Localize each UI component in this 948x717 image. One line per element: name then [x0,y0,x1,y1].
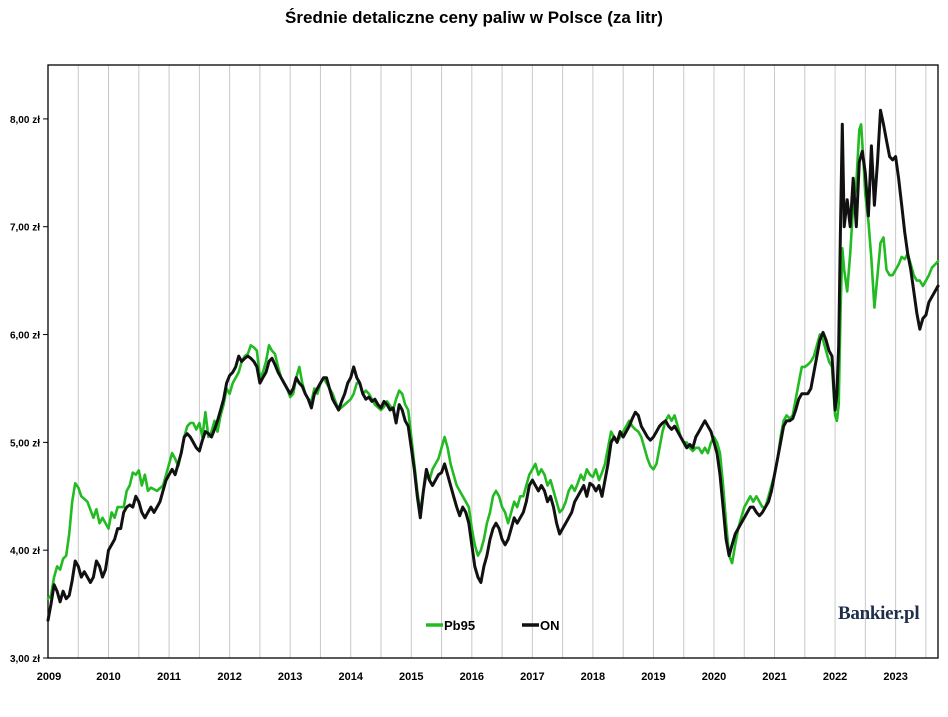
x-tick-label: 2014 [338,671,363,683]
y-tick-label: 3,00 zł [10,654,40,665]
x-tick-label: 2017 [520,671,544,683]
x-tick-label: 2019 [641,671,665,683]
series-line-on [46,108,940,622]
x-tick-label: 2016 [460,671,484,683]
x-tick-label: 2013 [278,671,302,683]
x-tick-labels: 2009 2010 2011 2012 2013 2014 2015 2016 2017 2018… [37,671,908,683]
legend: Pb95 ON [426,618,560,633]
legend-label-pb95: Pb95 [444,618,475,633]
y-tick-labels: 3,00 zł 4,00 zł 5,00 zł 6,00 zł 7,00 zł 8,00 … [10,115,48,665]
x-tick-label: 2021 [762,671,786,683]
chart-title: Średnie detaliczne ceny paliw w Polsce (… [285,8,663,27]
x-tick-label: 2020 [702,671,726,683]
x-tick-label: 2015 [399,671,423,683]
bankier-logo: Bankier.pl [838,603,920,624]
x-tick-label: 2022 [823,671,847,683]
x-tick-label: 2011 [157,671,181,683]
y-tick-label: 8,00 zł [10,115,40,126]
x-tick-label: 2009 [37,671,61,683]
x-tick-label: 2010 [96,671,120,683]
y-tick-label: 5,00 zł [10,438,40,449]
x-tick-label: 2012 [217,671,241,683]
y-tick-label: 6,00 zł [10,331,40,342]
gridlines [77,65,927,658]
x-tick-label: 2023 [883,671,907,683]
y-tick-label: 7,00 zł [10,223,40,234]
legend-label-on: ON [540,618,560,633]
x-tick-label: 2018 [581,671,605,683]
plot-frame [47,64,939,659]
series-lines [46,108,940,622]
y-tick-label: 4,00 zł [10,546,40,557]
